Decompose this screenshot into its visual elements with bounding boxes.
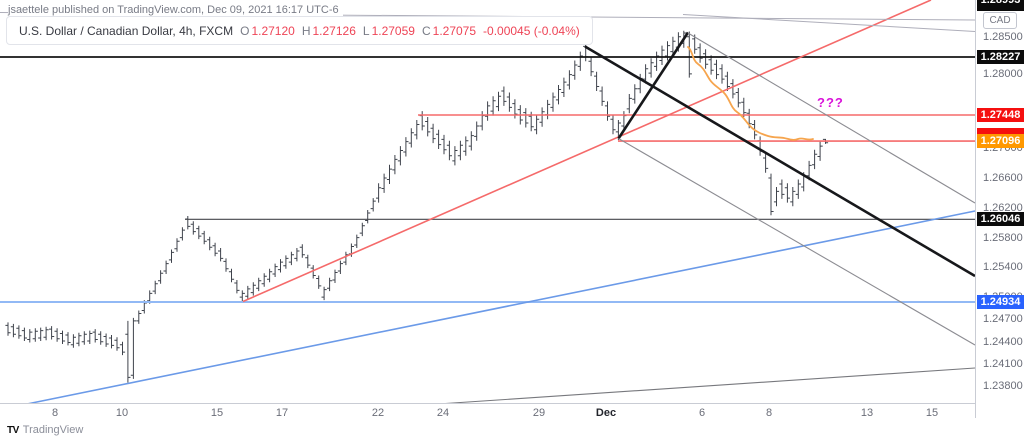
price-label: 1.24700 bbox=[983, 313, 1023, 325]
high-value: 1.27126 bbox=[312, 23, 356, 38]
gray-channel-upper[interactable] bbox=[687, 32, 976, 204]
low-label: L bbox=[362, 23, 370, 38]
high-label: H bbox=[301, 23, 311, 38]
time-label-29: 29 bbox=[532, 407, 546, 419]
price-badge-1.27096: 1.27096 bbox=[977, 134, 1024, 148]
symbol-title: U.S. Dollar / Canadian Dollar, 4h, FXCM bbox=[19, 23, 234, 38]
gray-channel-lower[interactable] bbox=[618, 138, 976, 346]
price-badge-1.28227: 1.28227 bbox=[977, 50, 1024, 64]
price-label: 1.23800 bbox=[983, 380, 1023, 392]
open-value: 1.27120 bbox=[251, 23, 295, 38]
time-label-24: 24 bbox=[436, 407, 450, 419]
time-label-15: 15 bbox=[210, 407, 224, 419]
thick-black-advance-line[interactable] bbox=[617, 31, 690, 140]
time-label-15: 15 bbox=[925, 407, 939, 419]
time-label-22: 22 bbox=[371, 407, 385, 419]
time-label-Dec: Dec bbox=[595, 407, 617, 419]
low-value: 1.27059 bbox=[371, 23, 415, 38]
time-label-8: 8 bbox=[51, 407, 59, 419]
tradingview-logo-text: TradingView bbox=[22, 424, 84, 436]
question-marks-annotation[interactable]: ??? bbox=[817, 95, 844, 110]
price-axis[interactable]: 1.28993 CAD 1.28500 1.28000 1.27000 1.26600 1.… bbox=[975, 0, 1024, 418]
close-value: 1.27075 bbox=[432, 23, 477, 38]
blue-ascending-trendline[interactable] bbox=[26, 210, 976, 405]
price-label: 1.28000 bbox=[983, 68, 1023, 80]
price-badge-partial: 1.28993 bbox=[977, 0, 1024, 11]
price-label: 1.25800 bbox=[983, 232, 1023, 244]
price-label: 1.24400 bbox=[983, 336, 1023, 348]
time-label-8: 8 bbox=[765, 407, 773, 419]
price-label: 1.26200 bbox=[983, 202, 1023, 214]
orange-projection-squiggle[interactable] bbox=[687, 46, 814, 141]
change-value: -0.00045 (-0.04%) bbox=[483, 23, 580, 38]
price-badge-1.24934: 1.24934 bbox=[977, 295, 1024, 309]
tradingview-logo-icon: TV bbox=[7, 424, 19, 436]
time-label-17: 17 bbox=[275, 407, 289, 419]
thick-black-decline-line[interactable] bbox=[584, 45, 976, 278]
open-label: O bbox=[240, 23, 250, 38]
ohlc-bars bbox=[5, 30, 829, 383]
price-label: 1.28500 bbox=[983, 31, 1023, 43]
price-label: 1.24100 bbox=[983, 358, 1023, 370]
time-label-13: 13 bbox=[860, 407, 874, 419]
drawings[interactable] bbox=[0, 0, 976, 405]
time-label-10: 10 bbox=[115, 407, 129, 419]
red-ascending-trendline[interactable] bbox=[242, 0, 932, 303]
tradingview-logo[interactable]: TV TradingView bbox=[7, 424, 83, 436]
close-label: C bbox=[421, 23, 431, 38]
faint-top-line-2[interactable] bbox=[682, 14, 976, 32]
price-badge-1.27448: 1.27448 bbox=[977, 108, 1024, 122]
price-badge-1.26046: 1.26046 bbox=[977, 212, 1024, 226]
gray-shallow-bottom-line[interactable] bbox=[437, 367, 976, 405]
symbol-legend[interactable]: U.S. Dollar / Canadian Dollar, 4h, FXCM … bbox=[6, 16, 593, 45]
price-label: 1.25400 bbox=[983, 261, 1023, 273]
price-label: 1.26600 bbox=[983, 172, 1023, 184]
time-label-6: 6 bbox=[698, 407, 706, 419]
publish-info: jsaettele published on TradingView.com, … bbox=[8, 3, 343, 17]
time-axis[interactable]: 8 10 15 17 22 24 29 Dec 6 8 13 15 bbox=[0, 403, 975, 420]
axis-currency-label: CAD bbox=[983, 12, 1017, 29]
